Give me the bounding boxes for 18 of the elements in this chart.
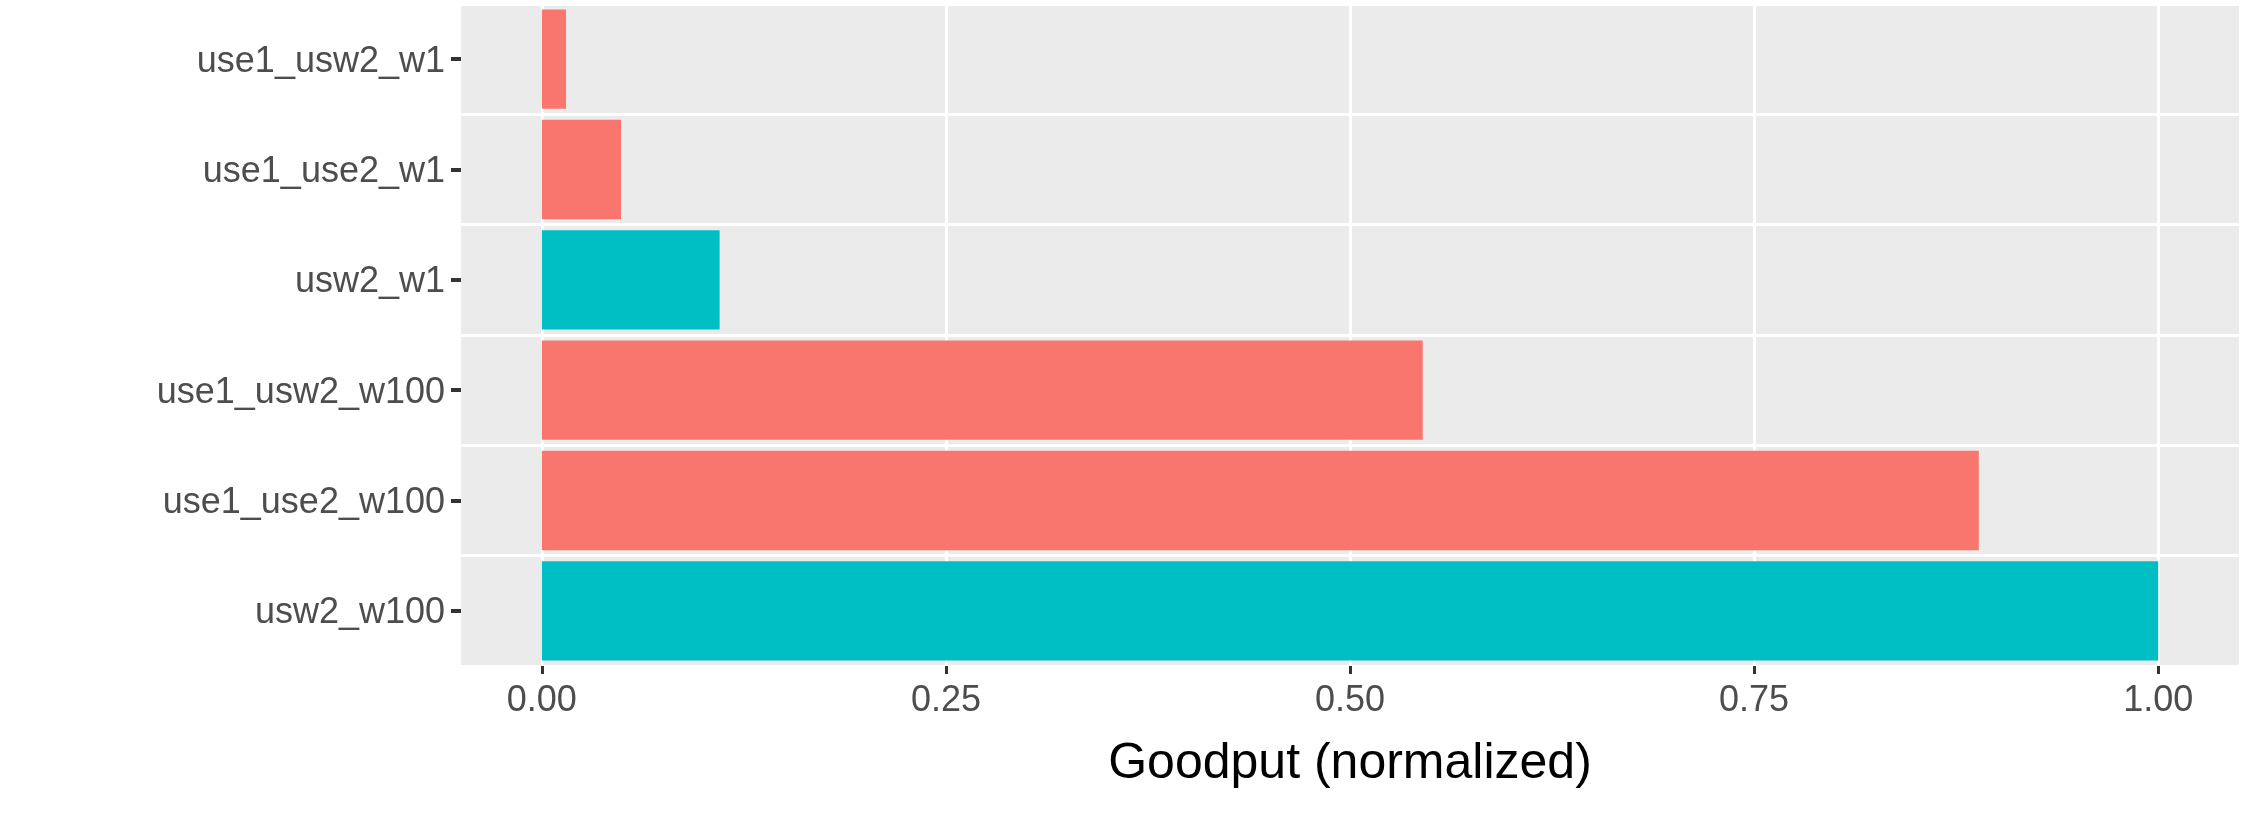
y-tick-label: use1_use2_w100 [162,480,445,521]
y-tick-label: use1_usw2_w100 [156,369,445,411]
bar [541,9,567,109]
x-tick-label: 0.50 [1314,677,1386,719]
bar [541,450,1979,551]
bar [541,230,720,330]
bar [541,340,1423,440]
y-tick-label: usw2_w1 [294,259,445,301]
x-tick-label: 0.00 [506,677,577,719]
x-tick-label: 0.75 [1719,677,1790,719]
y-tick-label: use1_use2_w1 [202,149,445,190]
y-tick-label: usw2_w100 [254,590,445,632]
x-tick-label: 0.25 [910,677,981,719]
bar [541,561,2159,661]
x-tick-label: 1.00 [2123,677,2194,719]
bar [541,119,622,220]
x-axis-title: Goodput (normalized) [1108,733,1592,789]
y-tick-label: use1_usw2_w1 [196,38,445,80]
